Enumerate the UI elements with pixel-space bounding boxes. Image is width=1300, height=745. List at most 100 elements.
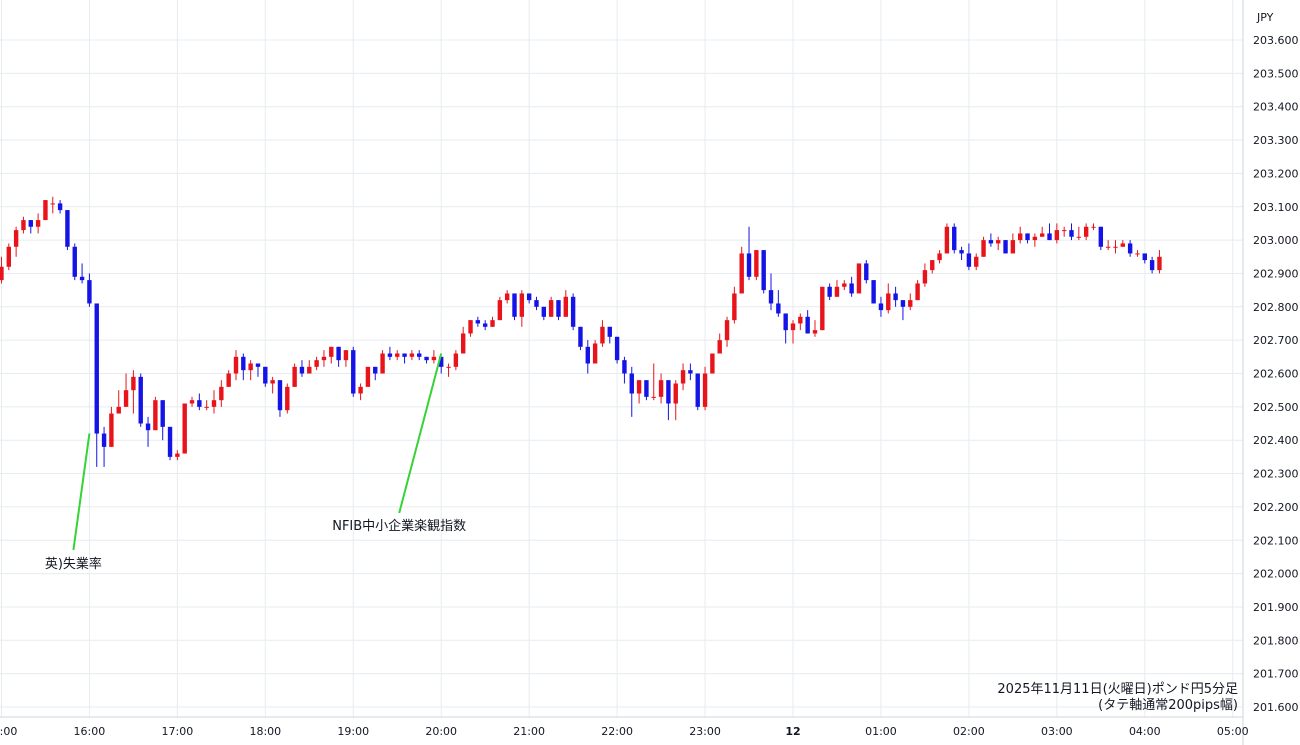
candle-body — [702, 373, 708, 407]
candle-body — [35, 220, 41, 227]
candle-body — [732, 293, 737, 321]
price-axis[interactable]: 203.600 203.500 203.400 203.300 203.200 203.1… — [1253, 34, 1299, 714]
price-tick-label: 203.100 — [1253, 201, 1299, 214]
candle — [109, 406, 114, 447]
candle-body — [475, 320, 481, 324]
candle — [673, 380, 678, 421]
candle-body — [1047, 233, 1052, 241]
candle — [226, 370, 231, 387]
candle — [959, 246, 964, 261]
candle-body — [842, 283, 847, 287]
candle — [87, 273, 92, 307]
candle — [922, 263, 928, 287]
price-tick-label: 203.600 — [1253, 34, 1299, 47]
candle — [680, 363, 686, 391]
candle-body — [1120, 243, 1126, 247]
candle — [798, 313, 803, 331]
candle-body — [600, 326, 605, 344]
time-tick-label: 20:00 — [425, 725, 457, 738]
candle — [219, 380, 224, 407]
time-tick-label: 02:00 — [953, 725, 985, 738]
price-tick-label: 202.500 — [1253, 401, 1299, 414]
price-tick-label: 202.600 — [1253, 368, 1299, 381]
candle-body — [351, 350, 356, 394]
price-tick-label: 202.300 — [1253, 468, 1299, 481]
candle-body — [138, 376, 143, 424]
candle-body — [680, 370, 686, 384]
candle — [424, 356, 429, 364]
candle — [35, 213, 41, 234]
candle-body — [878, 303, 884, 311]
candle-body — [981, 240, 986, 257]
candle-body — [937, 253, 942, 261]
candle-body — [395, 353, 400, 357]
candle — [1069, 223, 1074, 241]
candle-body — [50, 203, 55, 205]
candle — [28, 220, 33, 234]
candle — [453, 350, 459, 371]
candle — [607, 326, 612, 344]
candle-body — [307, 366, 312, 374]
price-tick-label: 202.800 — [1253, 301, 1299, 314]
candle-body — [512, 293, 517, 317]
candle — [101, 426, 107, 467]
candle-body — [534, 300, 539, 307]
candle — [746, 226, 752, 281]
candle-body — [717, 340, 722, 354]
candle-body — [160, 400, 165, 427]
candle — [94, 303, 99, 467]
candle-body — [592, 343, 598, 364]
candle-body — [101, 433, 107, 447]
chart-caption-line1: 2025年11月11日(火曜日)ポンド円5分足 — [997, 682, 1238, 697]
candle — [351, 346, 356, 397]
candle — [790, 320, 796, 344]
candle — [988, 233, 994, 247]
time-tick-label: 23:00 — [689, 725, 721, 738]
candle — [805, 310, 810, 334]
candle — [981, 236, 986, 257]
candle-body — [402, 353, 407, 357]
candle-body — [570, 296, 576, 327]
candle — [563, 290, 568, 317]
candle — [739, 246, 744, 294]
candle — [812, 320, 818, 337]
candle — [842, 280, 847, 291]
price-tick-label: 202.400 — [1253, 434, 1299, 447]
candle-body — [1076, 236, 1082, 238]
candle — [541, 306, 547, 321]
candle-body — [270, 380, 275, 384]
candle — [307, 360, 312, 374]
candle-body — [988, 240, 994, 244]
candle-body — [343, 350, 349, 361]
candle — [666, 380, 671, 421]
candle-body — [834, 286, 840, 297]
candle — [0, 256, 4, 284]
candle-body — [739, 253, 744, 294]
candle-body — [189, 400, 195, 404]
candle — [145, 416, 151, 447]
price-tick-label: 201.900 — [1253, 601, 1299, 614]
candle — [329, 346, 334, 364]
time-axis[interactable]: 15:00 16:00 17:00 18:00 19:00 20:00 21:00 22:00… — [0, 725, 1249, 738]
annotation-pointer — [398, 353, 443, 514]
candle — [1098, 226, 1104, 251]
time-tick-label: 03:00 — [1041, 725, 1073, 738]
candle — [783, 313, 788, 344]
candle-body — [490, 320, 495, 327]
candle — [526, 293, 532, 304]
candle — [1127, 240, 1133, 257]
candle — [966, 243, 972, 271]
candle-body — [1113, 246, 1118, 248]
candle — [395, 350, 400, 361]
candle-body — [1039, 233, 1045, 237]
candle — [695, 373, 700, 411]
candle — [1113, 240, 1118, 254]
candle-body — [314, 360, 319, 367]
candle — [1032, 233, 1038, 247]
candle — [131, 370, 136, 414]
candle — [996, 236, 1001, 251]
candle-body — [1091, 226, 1096, 228]
candle-body — [798, 316, 803, 324]
candle-body — [431, 356, 437, 361]
candle — [717, 333, 722, 354]
